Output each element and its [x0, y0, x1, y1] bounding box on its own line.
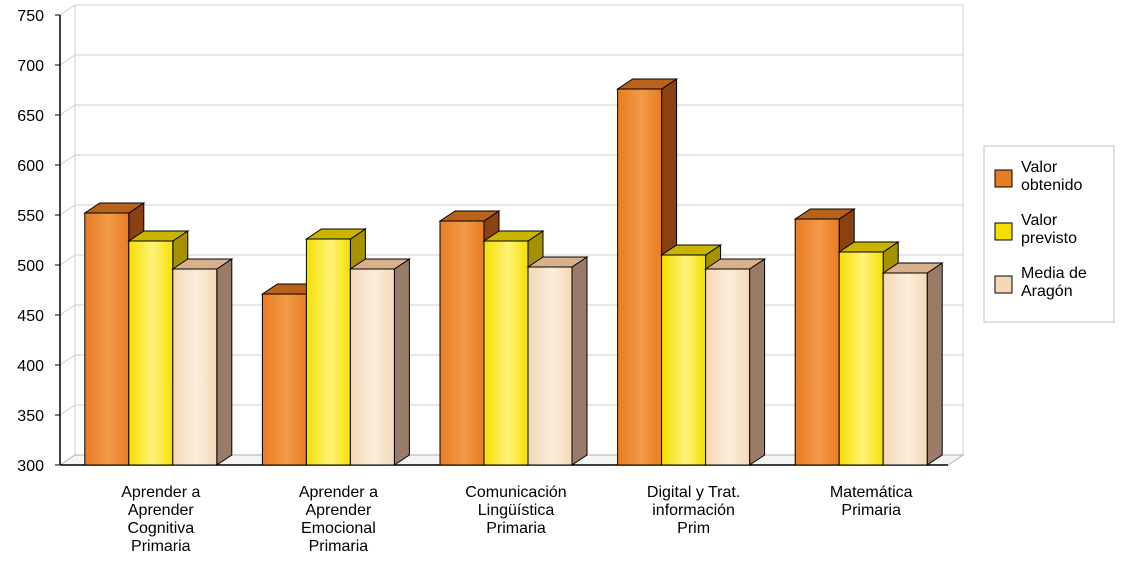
gridline-side: [59, 154, 76, 166]
x-tick-label-line: Primaria: [309, 538, 369, 555]
x-tick-label-line: información: [652, 502, 735, 519]
bar-side: [926, 262, 943, 466]
bar: [261, 293, 307, 466]
legend-label-line: obtenido: [1021, 177, 1082, 194]
legend-label: Valor previsto: [1021, 212, 1077, 247]
x-tick-label: Matemática Primaria: [830, 484, 913, 519]
bar-side: [749, 258, 766, 466]
y-tick-label: 700: [17, 58, 44, 75]
x-tick-label-line: Emocional: [301, 520, 376, 537]
gridline-side: [59, 4, 76, 16]
x-tick-label: Comunicación Lingüística Primaria: [465, 484, 566, 537]
y-tick-label: 600: [17, 158, 44, 175]
bar: [128, 240, 174, 466]
gridline-side: [59, 404, 76, 416]
x-tick-label-line: Matemática: [830, 484, 913, 501]
legend-swatch: [994, 222, 1013, 241]
bar: [882, 272, 928, 466]
legend-label: Media de Aragón: [1021, 265, 1087, 300]
gridline-side: [59, 204, 76, 216]
y-tick-label: 450: [17, 308, 44, 325]
bar: [794, 218, 840, 466]
x-tick-label-line: Aprender: [305, 502, 371, 519]
bar: [305, 238, 351, 466]
y-tick-label: 550: [17, 208, 44, 225]
x-tick-label-line: Aprender a: [299, 484, 378, 501]
bar: [617, 88, 663, 466]
x-tick-label-line: Aprender: [128, 502, 194, 519]
gridline-side: [59, 354, 76, 366]
gridline-side: [59, 54, 76, 66]
bar: [838, 251, 884, 466]
legend-swatch: [994, 275, 1013, 294]
y-tick-label: 350: [17, 408, 44, 425]
x-tick-label: Aprender a Aprender Cognitiva Primaria: [121, 484, 200, 555]
x-tick-label-line: Cognitiva: [127, 520, 194, 537]
bar: [172, 268, 218, 466]
x-tick-label-line: Prim: [677, 520, 710, 537]
x-tick-label: Digital y Trat. información Prim: [647, 484, 740, 537]
y-tick-label: 500: [17, 258, 44, 275]
bar: [349, 268, 395, 466]
y-tick-label: 650: [17, 108, 44, 125]
x-tick-label-line: Digital y Trat.: [647, 484, 740, 501]
bar: [439, 220, 485, 466]
x-tick-label: Aprender a Aprender Emocional Primaria: [299, 484, 378, 555]
gridline-side: [59, 104, 76, 116]
gridline-side: [59, 254, 76, 266]
y-tick-label: 750: [17, 8, 44, 25]
bar: [705, 268, 751, 466]
legend-label-line: Media de: [1021, 265, 1087, 282]
legend-label-line: Valor: [1021, 212, 1058, 229]
x-tick-label-line: Aprender a: [121, 484, 200, 501]
bar: [661, 254, 707, 466]
bar: [483, 240, 529, 466]
bar-side: [393, 258, 410, 466]
y-tick-label: 300: [17, 458, 44, 475]
x-tick-label-line: Lingüística: [478, 502, 555, 519]
y-tick-label: 400: [17, 358, 44, 375]
gridline-side: [59, 304, 76, 316]
legend-swatch: [994, 169, 1013, 188]
bar: [84, 212, 130, 466]
legend-label-line: Valor: [1021, 159, 1058, 176]
x-tick-label-line: Primaria: [131, 538, 191, 555]
legend-label-line: Aragón: [1021, 283, 1073, 300]
legend-label: Valor obtenido: [1021, 159, 1082, 194]
bar-side: [216, 258, 233, 466]
x-tick-label-line: Primaria: [841, 502, 901, 519]
bar-side: [571, 256, 588, 466]
x-tick-label-line: Primaria: [486, 520, 546, 537]
bar: [527, 266, 573, 466]
legend-label-line: previsto: [1021, 230, 1077, 247]
x-tick-label-line: Comunicación: [465, 484, 566, 501]
